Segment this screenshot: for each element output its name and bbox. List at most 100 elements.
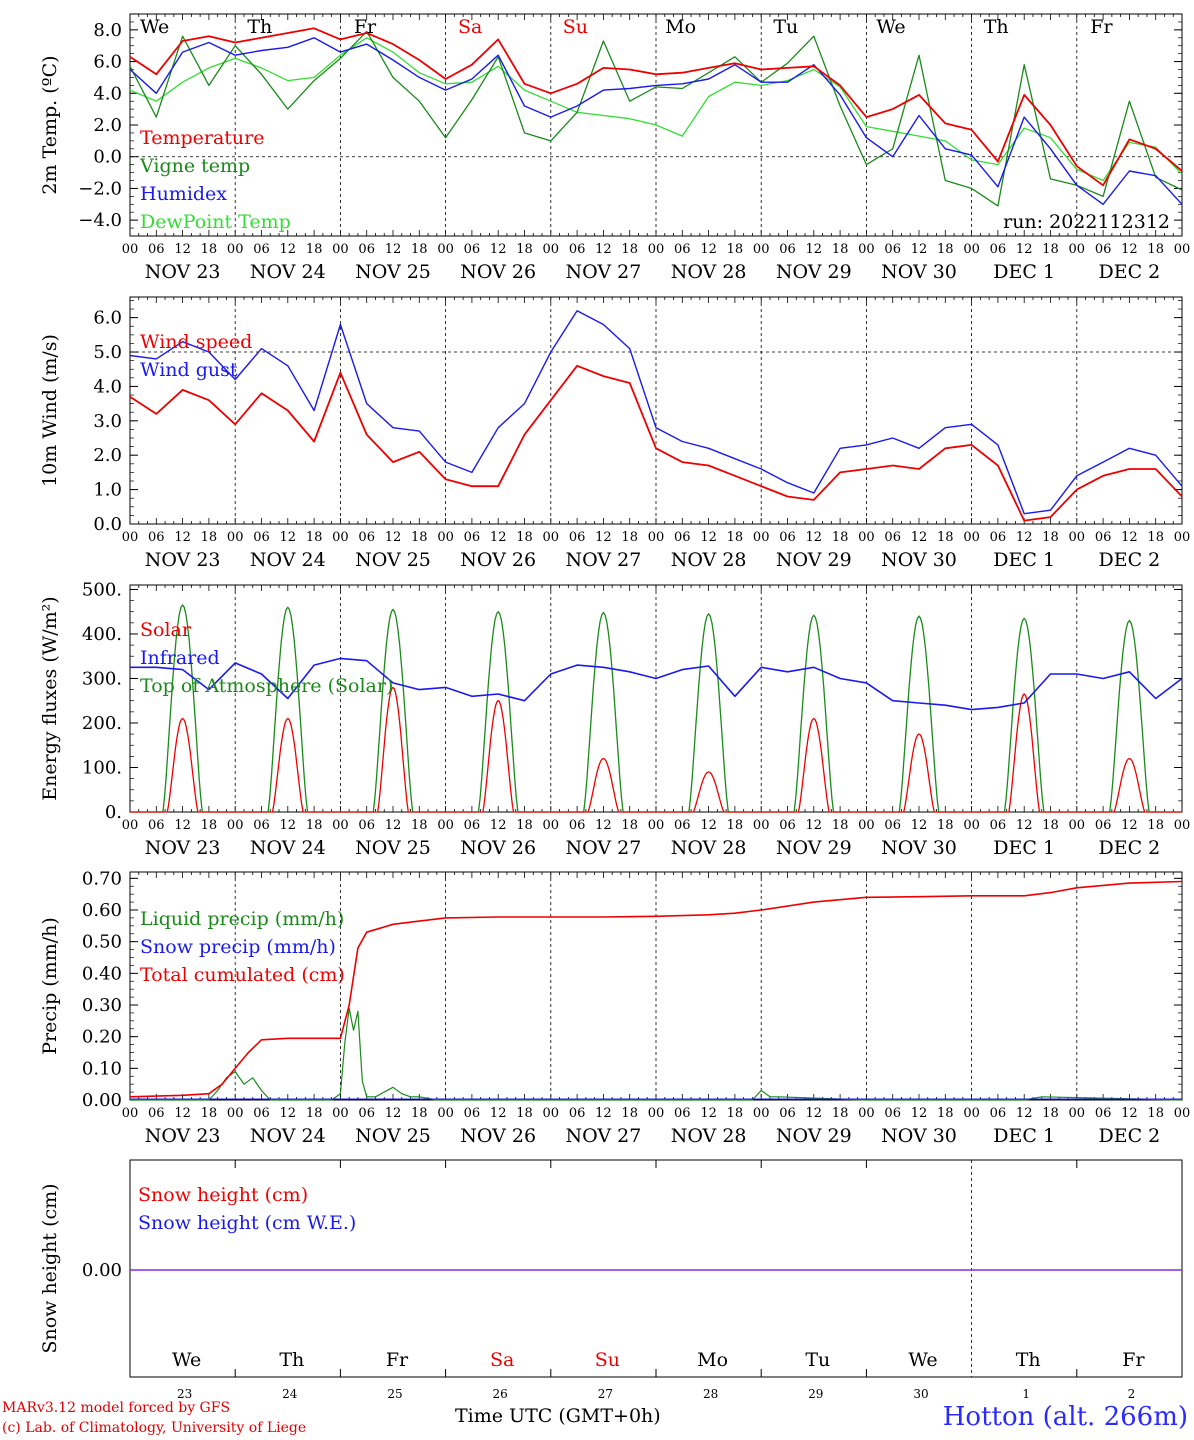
y-axis-label: Snow height (cm)	[39, 1183, 61, 1353]
hour-tick-label: 12	[490, 242, 507, 257]
hour-tick-label: 12	[280, 530, 297, 545]
hour-tick-label: 12	[174, 242, 191, 257]
y-tick-label: 0.	[105, 802, 122, 823]
hour-tick-label: 00	[753, 1106, 770, 1121]
day-name: Su	[563, 16, 588, 38]
date-label: NOV 30	[881, 1125, 957, 1147]
y-axis-label: Precip (mm/h)	[39, 917, 61, 1055]
y-tick-label: 6.0	[93, 308, 122, 329]
y-tick-label: 4.0	[93, 83, 122, 104]
hour-tick-label: 12	[911, 530, 928, 545]
hour-tick-label: 18	[1042, 242, 1059, 257]
hour-tick-label: 18	[516, 1106, 533, 1121]
hour-tick-label: 06	[990, 530, 1007, 545]
hour-tick-label: 18	[201, 818, 218, 833]
wind-gust-line	[129, 310, 1183, 515]
hour-tick-label: 00	[227, 242, 244, 257]
hour-tick-label: 18	[832, 530, 849, 545]
day-number: 27	[598, 1387, 613, 1401]
legend-entry: Snow precip (mm/h)	[140, 936, 336, 958]
model-credit: MARv3.12 model forced by GFS	[2, 1400, 231, 1416]
date-label: NOV 24	[250, 1125, 326, 1147]
day-name: Fr	[386, 1349, 409, 1371]
hour-tick-label: 18	[411, 530, 428, 545]
hour-tick-label: 06	[148, 530, 165, 545]
hour-tick-label: 12	[1016, 530, 1033, 545]
date-label: DEC 2	[1099, 1125, 1161, 1147]
hour-tick-label: 12	[806, 818, 823, 833]
hour-tick-label: 12	[174, 818, 191, 833]
hour-tick-label: 12	[1016, 242, 1033, 257]
hour-tick-label: 00	[753, 818, 770, 833]
date-label: DEC 2	[1099, 261, 1161, 283]
y-tick-label: 400.	[82, 624, 122, 645]
day-name: Sa	[458, 16, 482, 38]
hour-tick-label: 12	[595, 1106, 612, 1121]
legend-entry: Wind speed	[140, 331, 252, 353]
date-label: NOV 29	[776, 837, 852, 859]
y-tick-label: 0.70	[82, 868, 122, 889]
hour-tick-label: 18	[621, 242, 638, 257]
hour-tick-label: 00	[1174, 242, 1191, 257]
hour-tick-label: 06	[464, 818, 481, 833]
hour-tick-label: 12	[700, 818, 717, 833]
hour-tick-label: 18	[832, 242, 849, 257]
day-name: Tu	[805, 1349, 830, 1371]
hour-tick-label: 00	[437, 1106, 454, 1121]
day-number: 26	[493, 1387, 508, 1401]
legend-entry: Total cumulated (cm)	[140, 964, 345, 986]
legend-entry: Liquid precip (mm/h)	[140, 908, 344, 930]
hour-tick-label: 00	[227, 818, 244, 833]
legend-entry: Infrared	[140, 647, 220, 669]
day-number: 28	[703, 1387, 718, 1401]
date-label: NOV 27	[565, 549, 641, 571]
hour-tick-label: 18	[411, 818, 428, 833]
hour-tick-label: 00	[648, 818, 665, 833]
x-axis-title: Time UTC (GMT+0h)	[455, 1405, 661, 1427]
hour-tick-label: 06	[1095, 242, 1112, 257]
dewpoint-line	[129, 37, 1183, 182]
hour-tick-label: 06	[464, 242, 481, 257]
hour-tick-label: 06	[358, 530, 375, 545]
day-name: Sa	[490, 1349, 514, 1371]
day-number: 23	[177, 1387, 192, 1401]
hour-tick-label: 06	[358, 1106, 375, 1121]
y-tick-label: 0.50	[82, 932, 122, 953]
day-number: 1	[1022, 1387, 1030, 1401]
hour-tick-label: 06	[464, 1106, 481, 1121]
y-tick-label: 0.10	[82, 1058, 122, 1079]
run-annotation: run: 2022112312	[1003, 211, 1170, 233]
y-tick-label: 2.0	[93, 115, 122, 136]
date-label: NOV 29	[776, 549, 852, 571]
hour-tick-label: 18	[411, 1106, 428, 1121]
hour-tick-label: 00	[1174, 530, 1191, 545]
hour-tick-label: 18	[306, 242, 323, 257]
hour-tick-label: 06	[358, 242, 375, 257]
hour-tick-label: 12	[280, 1106, 297, 1121]
legend-entry: Wind gust	[140, 359, 238, 381]
hour-tick-label: 18	[1147, 1106, 1164, 1121]
date-label: DEC 1	[993, 261, 1055, 283]
hour-tick-label: 00	[332, 818, 349, 833]
hour-tick-label: 00	[332, 530, 349, 545]
day-name: We	[876, 16, 905, 38]
date-label: NOV 23	[145, 549, 221, 571]
date-label: NOV 28	[671, 261, 747, 283]
hour-tick-label: 12	[911, 242, 928, 257]
hour-tick-label: 18	[937, 530, 954, 545]
hour-tick-label: 12	[700, 530, 717, 545]
hour-tick-label: 00	[122, 818, 139, 833]
hour-tick-label: 18	[937, 1106, 954, 1121]
date-label: NOV 23	[145, 261, 221, 283]
hour-tick-label: 06	[358, 818, 375, 833]
hour-tick-label: 00	[648, 1106, 665, 1121]
hour-tick-label: 18	[1147, 242, 1164, 257]
day-number: 2	[1128, 1387, 1136, 1401]
solar-line	[130, 686, 1182, 813]
hour-tick-label: 12	[806, 242, 823, 257]
y-tick-label: 0.60	[82, 900, 122, 921]
liquid-precip-line	[130, 1007, 1183, 1101]
station-name: Hotton (alt. 266m)	[942, 1402, 1188, 1432]
hour-tick-label: 00	[1069, 242, 1086, 257]
y-tick-label: 2.0	[93, 445, 122, 466]
